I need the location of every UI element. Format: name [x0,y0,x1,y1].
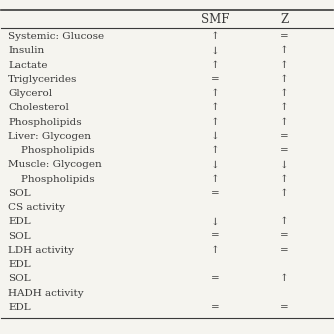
Text: =: = [211,75,219,84]
Text: ↑: ↑ [211,32,219,41]
Text: ↑: ↑ [211,89,219,98]
Text: ↑: ↑ [280,89,289,98]
Text: ↓: ↓ [211,132,219,141]
Text: ↑: ↑ [211,146,219,155]
Text: ↑: ↑ [280,189,289,198]
Text: Triglycerides: Triglycerides [8,75,77,84]
Text: ↑: ↑ [280,217,289,226]
Text: Insulin: Insulin [8,46,44,55]
Text: EDL: EDL [8,260,31,269]
Text: ↑: ↑ [280,46,289,55]
Text: ↓: ↓ [280,160,289,169]
Text: SMF: SMF [201,13,229,26]
Text: =: = [280,32,289,41]
Text: EDL: EDL [8,303,31,312]
Text: EDL: EDL [8,217,31,226]
Text: ↑: ↑ [211,61,219,70]
Text: ↑: ↑ [280,274,289,283]
Text: HADH activity: HADH activity [8,289,84,298]
Text: =: = [211,231,219,240]
Text: Glycerol: Glycerol [8,89,52,98]
Text: Phospholipids: Phospholipids [8,118,81,127]
Text: Phospholipids: Phospholipids [8,175,95,184]
Text: ↑: ↑ [211,118,219,127]
Text: Lactate: Lactate [8,61,47,70]
Text: SOL: SOL [8,189,31,198]
Text: =: = [211,303,219,312]
Text: =: = [211,189,219,198]
Text: LDH activity: LDH activity [8,246,74,255]
Text: Phospholipids: Phospholipids [8,146,95,155]
Text: =: = [280,303,289,312]
Text: ↑: ↑ [280,104,289,113]
Text: =: = [280,146,289,155]
Text: Systemic: Glucose: Systemic: Glucose [8,32,104,41]
Text: SOL: SOL [8,231,31,240]
Text: Muscle: Glycogen: Muscle: Glycogen [8,160,102,169]
Text: ↑: ↑ [280,118,289,127]
Text: Liver: Glycogen: Liver: Glycogen [8,132,91,141]
Text: ↑: ↑ [280,175,289,184]
Text: ↓: ↓ [211,217,219,226]
Text: =: = [280,246,289,255]
Text: ↑: ↑ [211,175,219,184]
Text: ↑: ↑ [211,246,219,255]
Text: ↑: ↑ [280,61,289,70]
Text: ↓: ↓ [211,160,219,169]
Text: Cholesterol: Cholesterol [8,104,69,113]
Text: =: = [280,132,289,141]
Text: ↓: ↓ [211,46,219,55]
Text: Z: Z [281,13,289,26]
Text: =: = [280,231,289,240]
Text: SOL: SOL [8,274,31,283]
Text: ↑: ↑ [280,75,289,84]
Text: =: = [211,274,219,283]
Text: CS activity: CS activity [8,203,65,212]
Text: ↑: ↑ [211,104,219,113]
